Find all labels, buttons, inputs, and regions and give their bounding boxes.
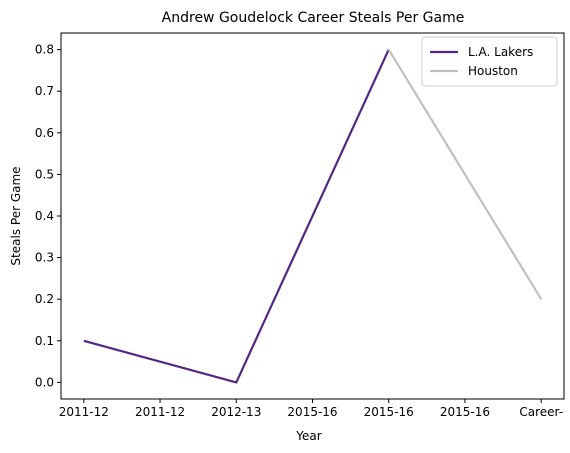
legend-box: [421, 36, 558, 87]
x-tick-label: Career-: [519, 405, 563, 419]
x-tick-label: 2015-16: [364, 405, 414, 419]
y-tick-label: 0.3: [35, 251, 54, 265]
y-axis-ticks: 0.0 0.1 0.2 0.3 0.4 0.5 0.6 0.7 0.8: [35, 43, 61, 389]
y-tick-label: 0.5: [35, 167, 54, 181]
y-tick-label: 0.7: [35, 84, 54, 98]
legend-label: Houston: [468, 64, 518, 78]
series-line-2: [387, 49, 543, 300]
x-tick-label: 2011-12: [59, 405, 109, 419]
chart-title: Andrew Goudelock Career Steals Per Game: [162, 10, 465, 26]
y-tick-label: 0.6: [35, 126, 54, 140]
x-axis-label: Year: [295, 429, 321, 443]
y-axis-label: Steals Per Game: [9, 166, 23, 265]
legend-label: L.A. Lakers: [468, 45, 533, 59]
y-tick-label: 0.2: [35, 292, 54, 306]
y-tick-label: 0.4: [35, 209, 54, 223]
legend: L.A. Lakers Houston: [421, 36, 558, 87]
y-tick-label: 0.0: [35, 375, 54, 389]
x-tick-label: 2011-12: [135, 405, 185, 419]
x-tick-label: 2015-16: [287, 405, 337, 419]
plot-lines: [83, 49, 543, 384]
x-axis-ticks: 2011-12 2011-12 2012-13 2015-16 2015-16 2015-…: [59, 399, 563, 419]
x-tick-label: 2012-13: [211, 405, 261, 419]
series-line-1: [83, 49, 390, 384]
x-tick-label: 2015-16: [440, 405, 490, 419]
y-tick-label: 0.1: [35, 334, 54, 348]
y-tick-label: 0.8: [35, 43, 54, 57]
